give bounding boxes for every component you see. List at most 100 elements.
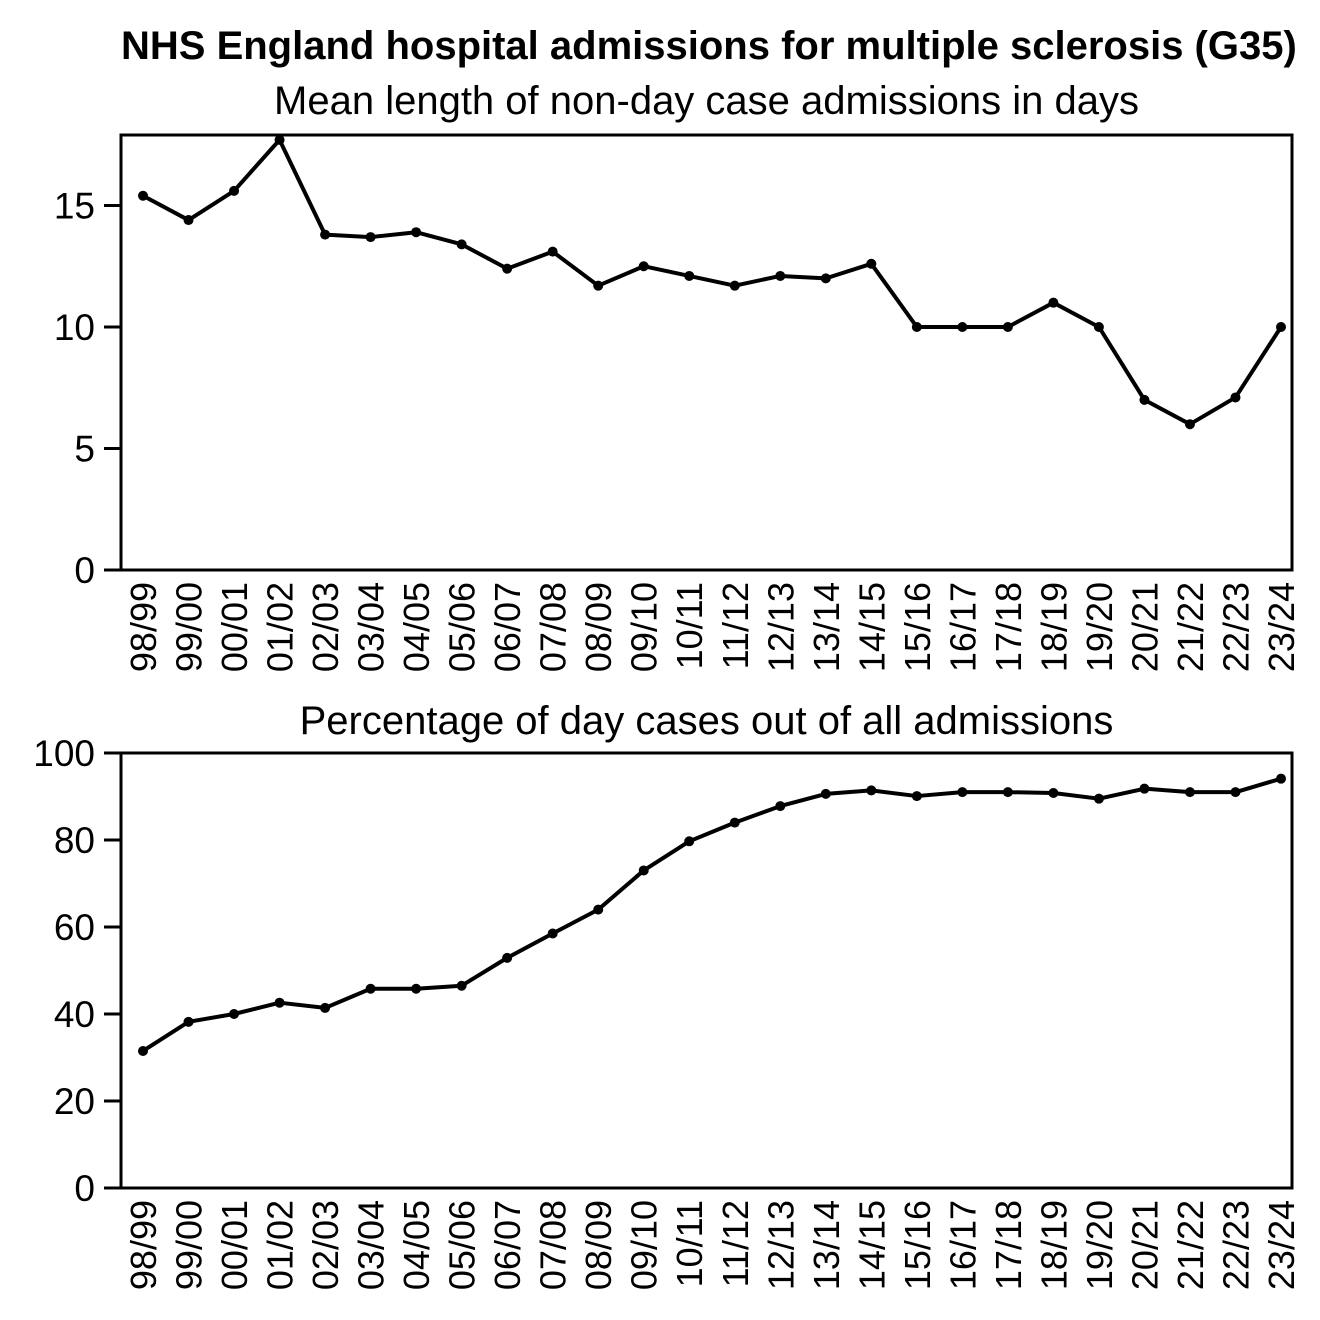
x-tick-label: 98/99	[123, 1200, 164, 1290]
data-point	[229, 1009, 240, 1019]
data-point	[1139, 783, 1150, 794]
data-point	[183, 1016, 194, 1027]
x-tick-label: 15/16	[897, 582, 938, 672]
x-tick-label: 09/10	[624, 582, 665, 672]
data-point	[183, 215, 194, 226]
data-point	[1230, 787, 1241, 798]
data-point	[411, 983, 422, 994]
x-tick-label: 23/24	[1261, 582, 1302, 672]
x-tick-label: 08/09	[578, 1200, 619, 1290]
x-tick-label: 19/20	[1079, 1200, 1120, 1290]
x-tick-label: 02/03	[305, 582, 346, 672]
x-tick-label: 15/16	[897, 1200, 938, 1290]
data-point	[957, 787, 968, 798]
data-point	[729, 817, 740, 828]
data-point	[1048, 297, 1059, 308]
data-point	[1002, 321, 1013, 332]
x-tick-label: 98/99	[123, 582, 164, 672]
data-point	[1184, 787, 1195, 798]
data-point	[365, 983, 376, 994]
data-point	[138, 1045, 148, 1056]
x-tick-label: 04/05	[396, 1200, 437, 1290]
data-point	[1093, 793, 1104, 804]
data-point	[1184, 419, 1195, 430]
data-point	[684, 836, 695, 847]
x-tick-label: 22/23	[1215, 1200, 1256, 1290]
data-point	[1048, 788, 1059, 799]
x-tick-label: 03/04	[351, 582, 392, 672]
data-point	[138, 190, 148, 201]
x-tick-label: 99/00	[169, 582, 210, 672]
data-point	[365, 232, 376, 243]
x-tick-label: 16/17	[942, 582, 983, 672]
data-point	[274, 134, 285, 145]
x-tick-label: 09/10	[624, 1200, 665, 1290]
data-point	[729, 280, 740, 291]
x-tick-label: 12/13	[760, 1200, 801, 1290]
x-tick-label: 08/09	[578, 582, 619, 672]
data-point	[1093, 321, 1104, 332]
chart-1-title: Mean length of non-day case admissions i…	[274, 79, 1139, 123]
main-title: NHS England hospital admissions for mult…	[121, 24, 1297, 68]
data-point	[547, 246, 558, 257]
data-point	[1139, 394, 1150, 405]
data-point	[547, 928, 558, 939]
data-point	[957, 321, 968, 332]
data-point	[456, 239, 467, 250]
x-tick-label: 04/05	[396, 582, 437, 672]
chart-line	[141, 776, 1283, 1053]
data-point	[1276, 773, 1286, 784]
y-tick-label: 100	[33, 733, 95, 774]
y-tick-label: 80	[54, 820, 95, 861]
x-tick-label: 11/12	[715, 582, 756, 669]
x-tick-label: 00/01	[214, 1200, 255, 1290]
data-point	[638, 261, 649, 272]
x-tick-label: 23/24	[1261, 1200, 1302, 1290]
x-tick-label: 21/22	[1170, 582, 1211, 672]
y-tick-label: 10	[54, 307, 95, 348]
x-tick-label: 14/15	[851, 1200, 892, 1290]
data-point	[866, 785, 877, 796]
x-tick-label: 13/14	[806, 582, 847, 672]
x-tick-label: 22/23	[1215, 582, 1256, 672]
x-tick-label: 17/18	[988, 582, 1029, 672]
data-point	[320, 229, 331, 240]
data-point	[1230, 392, 1241, 403]
chart-2-title: Percentage of day cases out of all admis…	[299, 699, 1114, 743]
y-tick-label: 0	[74, 550, 95, 591]
data-point	[866, 258, 877, 269]
y-tick-label: 60	[54, 907, 95, 948]
x-tick-label: 03/04	[351, 1200, 392, 1290]
data-point	[820, 273, 831, 284]
data-point	[1276, 321, 1286, 332]
data-point	[502, 952, 513, 963]
x-tick-label: 11/12	[715, 1200, 756, 1287]
y-tick-label: 40	[54, 994, 95, 1035]
x-tick-label: 05/06	[442, 1200, 483, 1290]
x-tick-label: 00/01	[214, 582, 255, 672]
x-tick-label: 05/06	[442, 582, 483, 672]
x-tick-label: 20/21	[1124, 1200, 1165, 1290]
data-point	[502, 263, 513, 274]
x-tick-label: 99/00	[169, 1200, 210, 1290]
x-tick-label: 10/11	[669, 1200, 710, 1287]
data-point	[229, 185, 240, 196]
x-tick-label: 19/20	[1079, 582, 1120, 672]
x-tick-label: 06/07	[487, 582, 528, 672]
data-point	[911, 791, 922, 802]
x-tick-label: 10/11	[669, 582, 710, 669]
x-tick-label: 16/17	[942, 1200, 983, 1290]
y-tick-label: 20	[54, 1081, 95, 1122]
x-tick-label: 07/08	[533, 1200, 574, 1290]
x-tick-label: 13/14	[806, 1200, 847, 1290]
data-point	[638, 865, 649, 876]
data-point	[775, 801, 786, 812]
x-tick-label: 20/21	[1124, 582, 1165, 672]
data-point	[820, 788, 831, 799]
x-tick-label: 07/08	[533, 582, 574, 672]
data-point	[274, 997, 285, 1008]
x-tick-label: 18/19	[1033, 582, 1074, 672]
chart-line	[141, 137, 1283, 427]
